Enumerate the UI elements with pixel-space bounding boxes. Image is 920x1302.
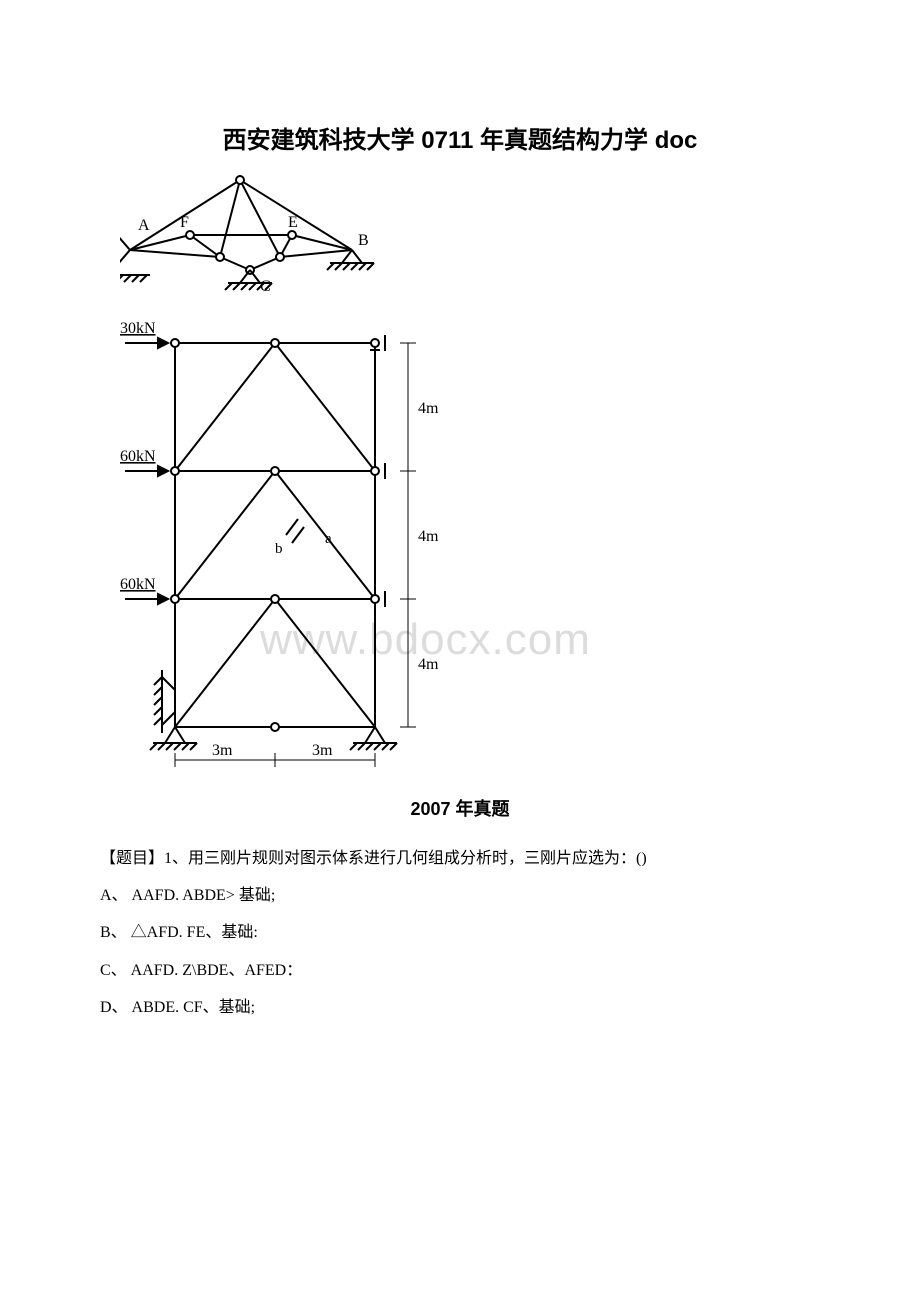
option-c: C、 AAFD. Z\BDE、AFED：	[100, 953, 820, 988]
load-label-1: 30kN	[120, 320, 156, 337]
dim-bottom-1: 3m	[212, 742, 233, 759]
dim-bottom-2: 3m	[312, 742, 333, 759]
dim-right-3: 4m	[418, 656, 439, 673]
load-label-3: 60kN	[120, 576, 156, 593]
page-title: 西安建筑科技大学 0711 年真题结构力学 doc	[100, 120, 820, 155]
dim-right-2: 4m	[418, 528, 439, 545]
option-b: B、 △AFD. FE、基础:	[100, 915, 820, 950]
node-label-c: C	[260, 278, 271, 295]
member-label-a: a	[325, 531, 332, 547]
node-label-e: E	[288, 214, 298, 231]
option-d: D、 ABDE. CF、基础;	[100, 990, 820, 1025]
option-a: A、 AAFD. ABDE> 基础;	[100, 878, 820, 913]
dim-right-1: 4m	[418, 400, 439, 417]
member-label-b: b	[275, 541, 283, 557]
diagram-upper-truss: A F E B C	[120, 175, 820, 295]
node-label-b: B	[358, 232, 369, 249]
diagram-lower-frame: www.bdocx.com	[120, 305, 820, 780]
subtitle: 2007 年真题	[100, 795, 820, 821]
node-label-a: A	[138, 217, 150, 234]
load-label-2: 60kN	[120, 448, 156, 465]
node-label-f: F	[180, 214, 189, 231]
question-text: 【题目】1、用三刚片规则对图示体系进行几何组成分析时，三刚片应选为：()	[100, 841, 820, 876]
